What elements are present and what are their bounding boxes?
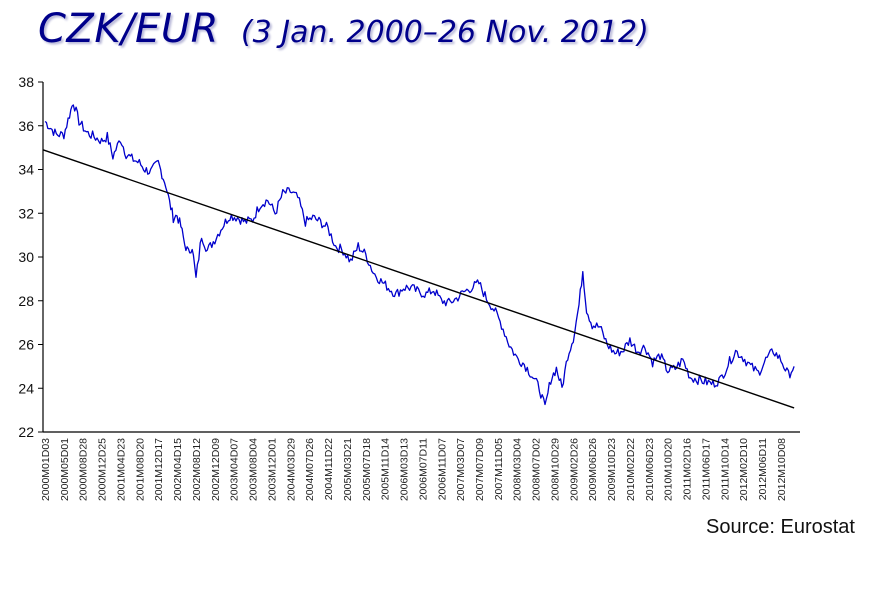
x-tick-label: 2003M12D01	[266, 438, 278, 501]
x-tick-label: 2006M07D11	[417, 438, 429, 500]
y-tick-label: 34	[18, 162, 34, 178]
y-tick-label: 22	[18, 424, 34, 440]
x-tick-label: 2008M07D02	[531, 438, 543, 501]
x-tick-label: 2006M03D13	[399, 438, 411, 501]
x-axis: 2000M01D03 2000M05D01 2000M08D28 2000M12D25…	[40, 431, 800, 501]
x-tick-label: 2001M12D17	[153, 438, 165, 501]
y-axis: 22 24 26 28 30 32 34 36 38	[18, 74, 44, 440]
x-tick-label: 2002M04D15	[172, 438, 184, 501]
y-tick-label: 28	[18, 293, 34, 309]
trend-line	[42, 149, 795, 409]
x-tick-label: 2009M02D26	[568, 438, 580, 501]
y-tick-label: 24	[18, 380, 34, 396]
x-tick-label: 2002M08D12	[191, 438, 203, 501]
x-tick-label: 2000M08D28	[78, 438, 90, 501]
x-tick-label: 2012M02D10	[738, 438, 750, 501]
x-tick-label: 2005M11D14	[380, 438, 392, 500]
x-tick-label: 2012M06D11	[757, 438, 769, 500]
x-tick-label: 2007M07D09	[474, 438, 486, 501]
y-tick-label: 32	[18, 205, 34, 221]
x-tick-label: 2011M06D17	[700, 438, 712, 500]
x-tick-label: 2012M10D08	[776, 438, 788, 501]
x-tick-label: 2003M04D07	[229, 438, 241, 501]
x-tick-label: 2000M01D03	[40, 438, 52, 501]
x-tick-label: 2005M07D18	[361, 438, 373, 501]
x-tick-label: 2005M03D21	[342, 438, 354, 501]
exchange-rate-line	[44, 104, 795, 406]
x-tick-label: 2004M03D29	[285, 438, 297, 501]
x-tick-label: 2004M07D26	[304, 438, 316, 501]
x-tick-label: 2009M10D23	[606, 438, 618, 501]
plot-area	[42, 104, 795, 409]
x-tick-label: 2003M08D04	[248, 438, 260, 501]
chart-title-date-range: (3 Jan. 2000–26 Nov. 2012)	[240, 15, 649, 50]
source-note: Source: Eurostat	[706, 516, 855, 538]
x-tick-label: 2011M02D16	[682, 438, 694, 500]
y-tick-label: 26	[18, 337, 34, 353]
x-tick-label: 2000M12D25	[97, 438, 109, 501]
x-tick-label: 2007M11D05	[493, 438, 505, 500]
x-tick-label: 2010M10D20	[663, 438, 675, 501]
x-tick-label: 2007M03D07	[455, 438, 467, 501]
y-tick-label: 30	[18, 249, 34, 265]
x-tick-label: 2008M03D04	[512, 438, 524, 501]
x-tick-label: 2001M08D20	[134, 438, 146, 501]
x-tick-label: 2008M10D29	[549, 438, 561, 501]
x-tick-label: 2010M02D22	[625, 438, 637, 501]
x-tick-label: 2002M12D09	[210, 438, 222, 501]
x-tick-label: 2009M06D26	[587, 438, 599, 501]
y-tick-label: 38	[18, 74, 34, 90]
x-tick-label: 2011M10D14	[719, 438, 731, 500]
x-tick-label: 2010M06D23	[644, 438, 656, 501]
x-tick-label: 2004M11D22	[323, 438, 335, 500]
y-tick-label: 36	[18, 118, 34, 134]
chart-title-main: CZK/EUR	[38, 6, 219, 52]
x-tick-label: 2006M11D07	[436, 438, 448, 500]
x-tick-label: 2000M05D01	[59, 438, 71, 501]
x-tick-label: 2001M04D23	[115, 438, 127, 501]
chart-title: CZK/EUR (3 Jan. 2000–26 Nov. 2012)	[38, 6, 649, 52]
